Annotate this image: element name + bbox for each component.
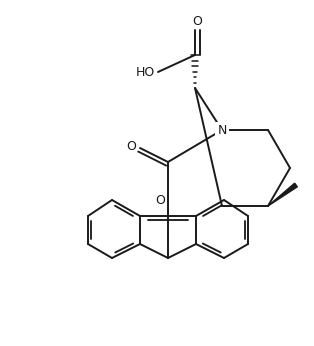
Text: O: O bbox=[126, 139, 136, 153]
Text: O: O bbox=[155, 193, 165, 207]
Polygon shape bbox=[268, 183, 297, 206]
Text: O: O bbox=[192, 15, 202, 28]
Text: N: N bbox=[217, 124, 227, 137]
Text: HO: HO bbox=[136, 65, 155, 79]
